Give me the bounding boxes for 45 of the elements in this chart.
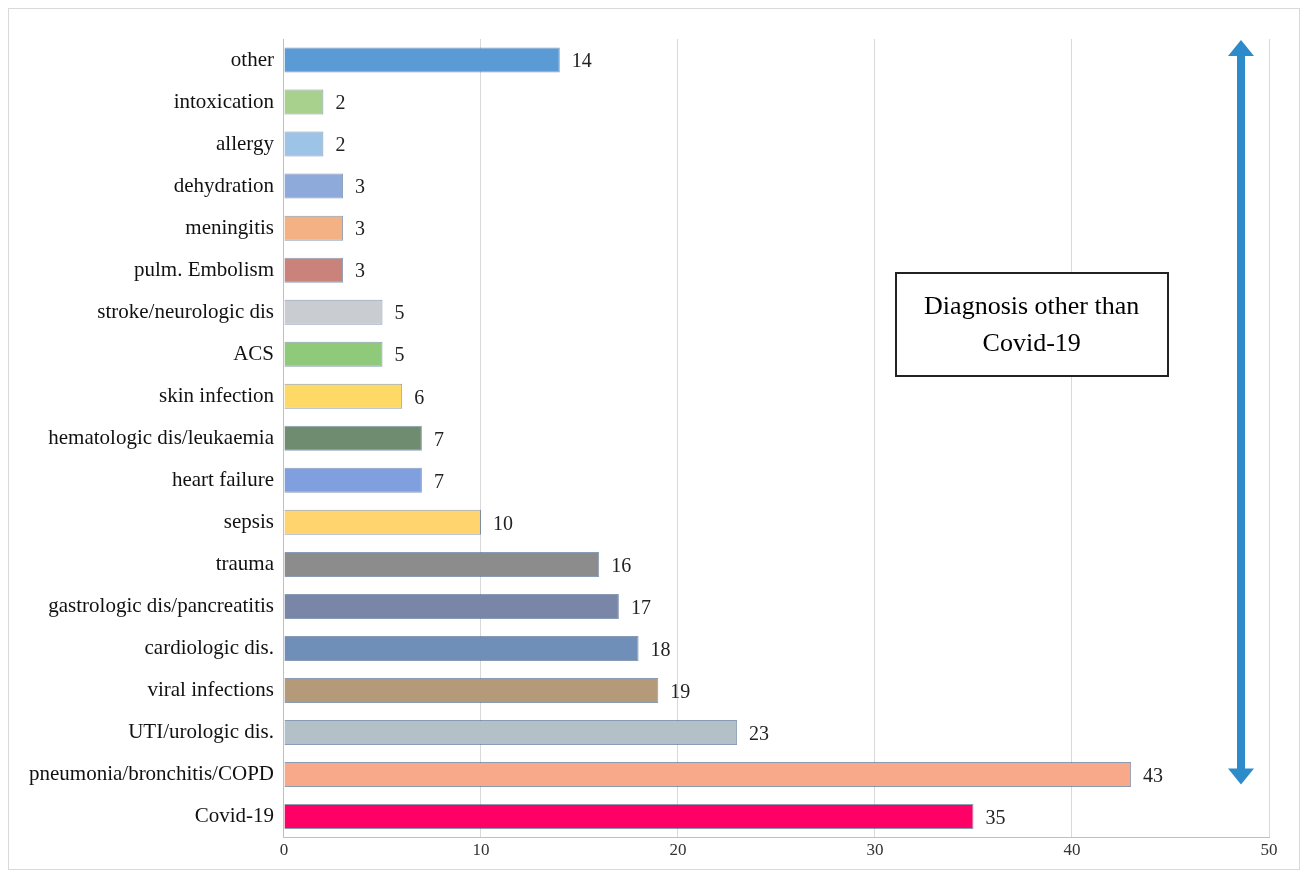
x-tick-label: 30 (866, 840, 884, 860)
data-label: 17 (630, 595, 651, 618)
data-label: 5 (394, 301, 405, 324)
data-label: 3 (355, 259, 366, 282)
data-label: 7 (433, 427, 444, 450)
y-tick-label: stroke/neurologic dis (97, 298, 274, 323)
x-tick-label: 50 (1260, 840, 1278, 860)
y-tick-label: allergy (216, 130, 275, 155)
data-label: 2 (335, 91, 346, 114)
y-tick-label: viral infections (147, 677, 274, 702)
y-tick-label: meningitis (185, 214, 274, 239)
data-label: 43 (1143, 763, 1164, 786)
y-tick-label: other (230, 46, 274, 71)
y-tick-label: pneumonia/bronchitis/COPD (28, 761, 274, 786)
annotation: Diagnosis other than Covid-19 (894, 272, 1169, 377)
data-label: 7 (433, 469, 444, 492)
data-label: 3 (355, 217, 366, 240)
data-label: 3 (355, 175, 366, 198)
y-tick-label: dehydration (173, 172, 275, 197)
y-tick-label: hematologic dis/leukaemia (48, 424, 275, 449)
data-label: 18 (650, 637, 671, 660)
x-tick-label: 0 (279, 840, 289, 860)
y-tick-label: ACS (233, 340, 274, 365)
data-label: 6 (414, 385, 425, 408)
y-tick-label: Covid-19 (194, 803, 274, 828)
data-label: 23 (749, 721, 770, 744)
y-tick-label: UTI/urologic dis. (128, 719, 274, 744)
data-label: 2 (335, 133, 346, 156)
data-label: 19 (670, 679, 691, 702)
data-label: 5 (394, 343, 405, 366)
y-tick-label: intoxication (173, 88, 275, 113)
y-tick-label: skin infection (159, 382, 275, 407)
x-tick-label: 10 (472, 840, 490, 860)
data-label: 35 (985, 805, 1006, 828)
y-tick-label: gastrologic dis/pancreatitis (48, 592, 274, 617)
y-tick-label: pulm. Embolism (133, 256, 274, 281)
y-tick-label: cardiologic dis. (144, 634, 274, 659)
x-tick-label: 20 (669, 840, 687, 860)
x-tick-label: 40 (1063, 840, 1081, 860)
y-tick-label: trauma (215, 550, 275, 575)
y-tick-label: sepsis (223, 508, 274, 533)
data-label: 16 (611, 553, 632, 576)
data-label: 10 (492, 511, 513, 534)
data-label: 14 (571, 49, 592, 72)
y-tick-label: heart failure (171, 466, 274, 491)
